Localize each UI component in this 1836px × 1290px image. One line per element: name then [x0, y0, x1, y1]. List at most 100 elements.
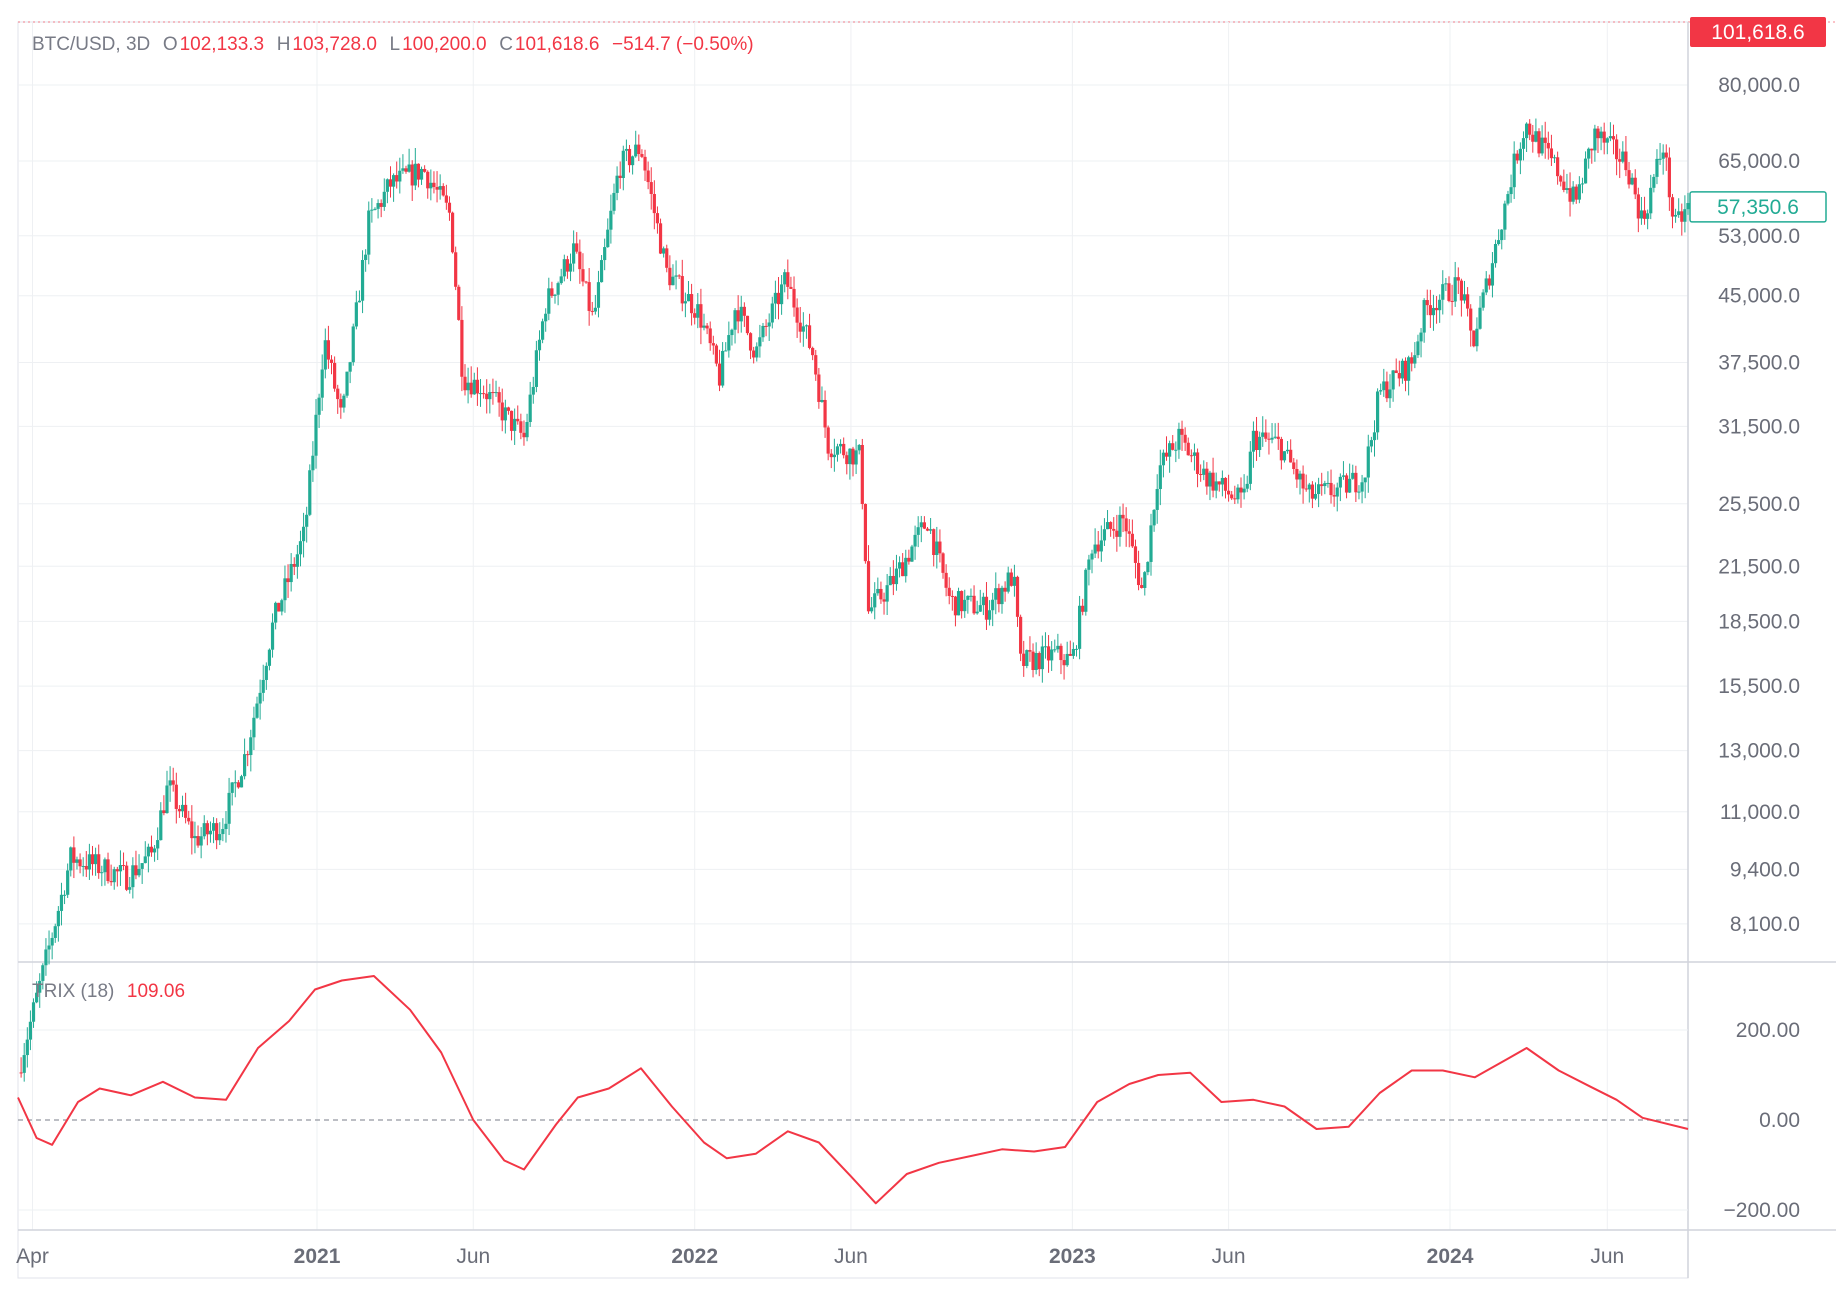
time-tick-label: 2022 [671, 1245, 718, 1268]
candle-body [395, 175, 399, 182]
candle-body [1416, 341, 1420, 356]
candle-body [1540, 137, 1544, 154]
candle-body [820, 399, 824, 402]
candle-body [1320, 484, 1324, 487]
candle-body [618, 175, 622, 179]
candle-body [441, 186, 445, 196]
change-value: −514.7 (−0.50%) [612, 34, 754, 55]
crosshair-price-tag[interactable] [1689, 191, 1827, 223]
candle-body [277, 602, 281, 612]
candle-body [1487, 278, 1491, 286]
candle-body [612, 192, 616, 211]
candle-body [1289, 449, 1293, 463]
candle-body [885, 585, 889, 602]
candle-body [193, 836, 197, 839]
candle-body [935, 541, 939, 556]
candle-body [646, 170, 650, 183]
candle-body [1254, 430, 1259, 451]
candle-body [208, 830, 213, 835]
candle-body [727, 335, 731, 351]
candle-body [978, 605, 982, 612]
candle-body [1400, 360, 1405, 379]
candle-body [811, 347, 815, 356]
candle-body [826, 427, 830, 454]
candle-body [866, 561, 871, 612]
candle-body [128, 887, 132, 890]
candle-body [62, 894, 67, 896]
candle-body [1466, 294, 1470, 309]
candle-body [1686, 203, 1690, 210]
candle-body [1149, 525, 1153, 562]
candle-body [764, 325, 768, 327]
candle-body [1534, 131, 1538, 142]
candle-body [398, 170, 402, 182]
candle-body [230, 782, 234, 793]
candle-body [590, 310, 594, 312]
candle-body [1506, 194, 1510, 204]
candle-body [1407, 357, 1411, 381]
candle-body [1636, 194, 1640, 219]
time-tick-label: 2021 [294, 1245, 341, 1268]
candle-body [584, 281, 588, 283]
candle-body [863, 503, 868, 562]
candle-body [1015, 576, 1020, 617]
candle-body [717, 363, 722, 386]
candle-body [1019, 616, 1023, 654]
symbol-label[interactable]: BTC/USD, 3D [32, 34, 151, 55]
candle-body [680, 276, 684, 304]
candle-body [1109, 522, 1113, 529]
candle-body [795, 307, 799, 323]
candle-body [876, 588, 880, 594]
candle-body [357, 300, 362, 303]
candle-body [1261, 432, 1265, 437]
candle-body [1627, 170, 1631, 185]
candle-body [1037, 653, 1041, 670]
indicator-legend: TRIX (18) 109.06 [32, 981, 187, 1003]
candle-body [711, 343, 715, 346]
candle-body [873, 593, 877, 608]
candle-body [1012, 576, 1017, 586]
price-tick-label: 53,000.0 [1718, 225, 1800, 248]
candle-body [941, 553, 945, 573]
candle-body [419, 168, 424, 180]
candle-body [1649, 187, 1653, 214]
candle-body [1112, 528, 1116, 531]
candle-body [950, 595, 954, 597]
candle-body [1615, 139, 1619, 160]
candle-body [1025, 650, 1029, 666]
candle-body [1472, 330, 1476, 347]
candle-body [932, 529, 936, 556]
candle-body [929, 529, 933, 531]
indicator-value: 109.06 [126, 981, 186, 1002]
candle-body [435, 187, 439, 190]
candle-body [922, 522, 926, 529]
price-tick-label: 65,000.0 [1718, 150, 1800, 173]
crosshair-price-tag-label: 57,350.6 [1717, 196, 1799, 219]
candle-body [696, 304, 700, 318]
candle-body [674, 275, 678, 277]
candle-body [345, 371, 349, 396]
candle-body [1431, 307, 1436, 316]
candle-body [407, 164, 411, 172]
candle-body [1335, 487, 1339, 497]
price-tick-label: 15,500.0 [1718, 675, 1800, 698]
candle-body [1382, 381, 1386, 391]
candle-body [854, 450, 858, 465]
candle-body [447, 202, 452, 213]
candle-body [1447, 283, 1451, 301]
candle-body [1183, 434, 1187, 443]
candle-body [311, 455, 315, 471]
candle-body [531, 386, 535, 395]
candle-body [525, 422, 529, 438]
candle-body [609, 210, 613, 230]
last-price-tag[interactable] [1690, 17, 1826, 47]
candle-body [776, 292, 781, 305]
candle-body [1158, 465, 1162, 490]
indicator-name[interactable]: TRIX (18) [32, 981, 115, 1002]
candle-body [69, 847, 73, 871]
candle-body [165, 785, 169, 814]
candle-body [1419, 332, 1423, 342]
candle-body [904, 557, 908, 577]
open-label: O [162, 34, 178, 55]
